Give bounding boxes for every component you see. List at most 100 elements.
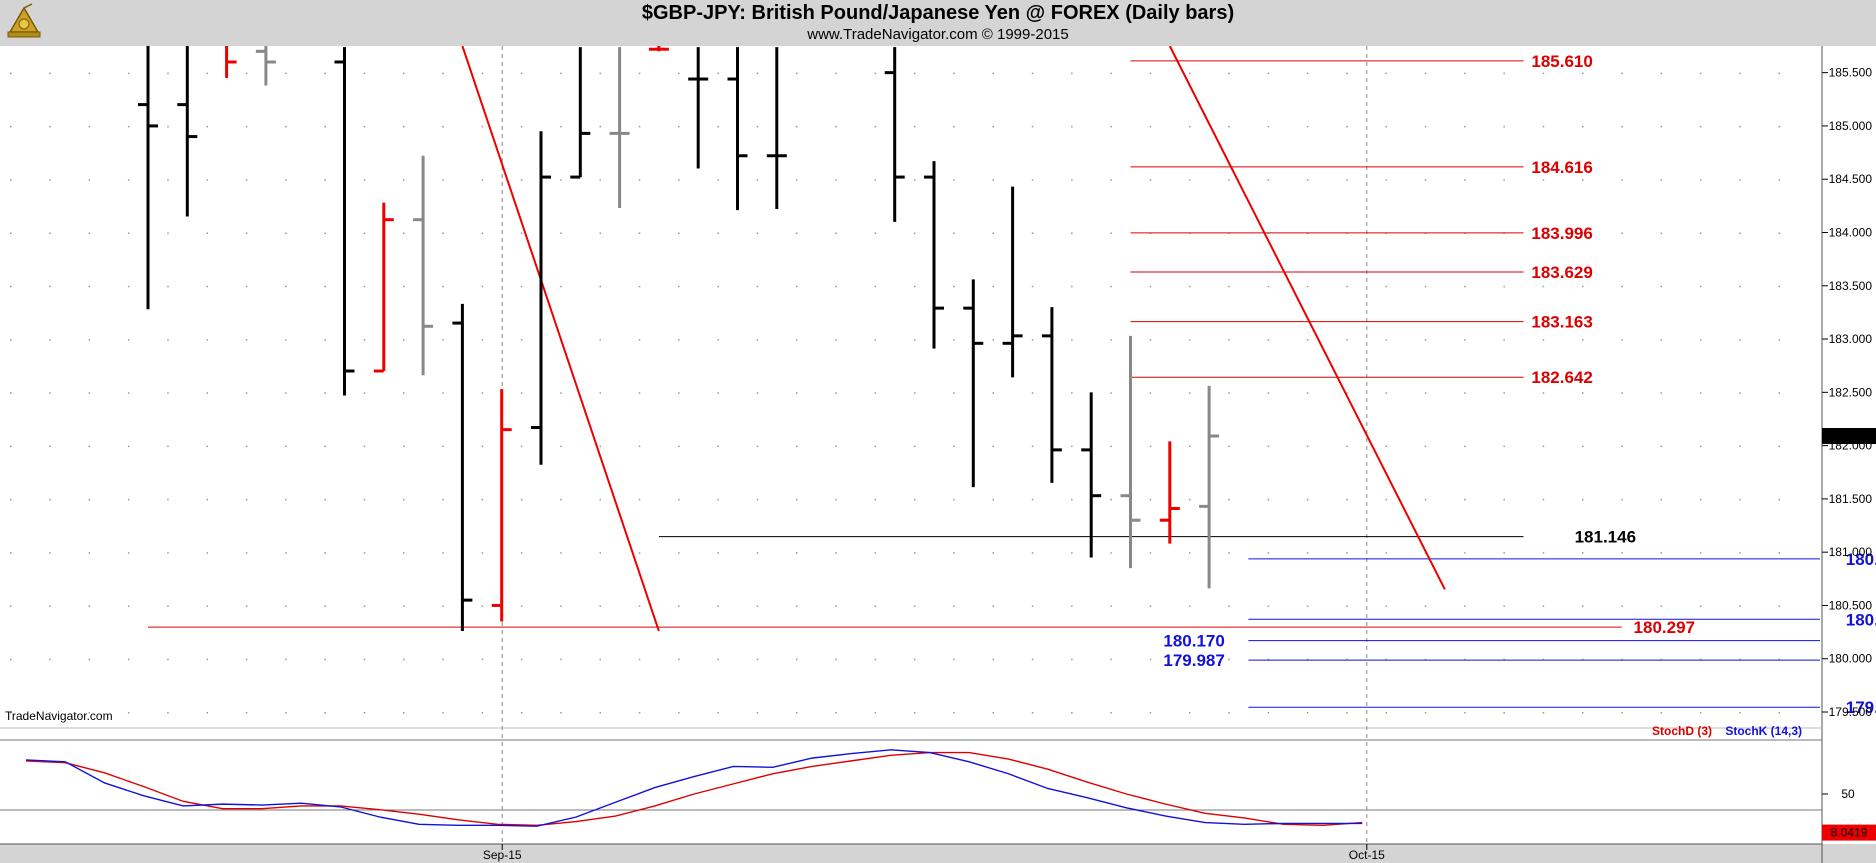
last-price-label: 182.090 — [1827, 429, 1871, 443]
grid-dot — [1071, 179, 1073, 181]
level-label: 182.642 — [1531, 368, 1592, 387]
grid-dot — [324, 339, 326, 341]
grid-dot — [1385, 125, 1387, 128]
grid-dot — [481, 232, 484, 234]
grid-dot — [1071, 232, 1073, 234]
grid-dot — [324, 658, 326, 661]
grid-dot — [1699, 125, 1702, 128]
grid-dot — [167, 605, 169, 607]
grid-dot — [717, 72, 719, 75]
grid-dot — [913, 445, 916, 448]
grid-dot — [1189, 605, 1191, 607]
grid-dot — [1071, 392, 1073, 394]
grid-dot — [796, 498, 798, 501]
grid-dot — [913, 125, 916, 128]
grid-dot — [206, 445, 208, 448]
grid-dot — [560, 232, 562, 234]
grid-dot — [167, 552, 169, 554]
grid-dot — [1267, 445, 1270, 448]
grid-dot — [88, 445, 91, 448]
grid-dot — [1071, 339, 1073, 341]
grid-dot — [1071, 605, 1073, 607]
grid-dot — [1267, 712, 1270, 714]
grid-dot — [1503, 179, 1505, 181]
grid-dot — [520, 498, 523, 501]
grid-dot — [324, 445, 326, 448]
grid-dot — [560, 445, 562, 448]
grid-dot — [599, 712, 601, 714]
grid-dot — [599, 72, 601, 75]
grid-dot — [913, 285, 916, 288]
grid-dot — [1267, 72, 1270, 75]
grid-dot — [324, 285, 326, 288]
grid-dot — [127, 72, 130, 75]
y-tick-label: 184.500 — [1829, 172, 1873, 186]
y-tick-label: 185.500 — [1829, 66, 1873, 80]
grid-dot — [1346, 445, 1348, 448]
grid-dot — [1110, 285, 1112, 288]
grid-dot — [1306, 125, 1309, 128]
grid-dot — [1621, 285, 1623, 288]
grid-dot — [796, 658, 798, 661]
grid-dot — [953, 552, 955, 554]
grid-dot — [638, 712, 641, 714]
grid-dot — [324, 392, 326, 394]
watermark: TradeNavigator.com — [5, 709, 113, 723]
grid-dot — [167, 232, 169, 234]
grid-dot — [1149, 179, 1152, 181]
grid-dot — [913, 339, 916, 341]
grid-dot — [442, 285, 444, 288]
grid-dot — [678, 285, 680, 288]
grid-dot — [1424, 179, 1427, 181]
grid-dot — [1739, 712, 1741, 714]
grid-dot — [363, 552, 366, 554]
grid-dot — [992, 285, 994, 288]
grid-dot — [10, 445, 12, 448]
grid-dot — [560, 392, 562, 394]
grid-dot — [245, 552, 248, 554]
grid-dot — [1660, 445, 1663, 448]
grid-dot — [1424, 498, 1427, 501]
grid-dot — [717, 125, 719, 128]
grid-dot — [1189, 712, 1191, 714]
grid-dot — [913, 605, 916, 607]
grid-dot — [1503, 339, 1505, 341]
grid-dot — [1385, 552, 1387, 554]
grid-dot — [481, 605, 484, 607]
indicator-panel-background — [0, 740, 1822, 844]
x-tick-label: Sep-15 — [483, 848, 522, 862]
grid-dot — [1464, 285, 1466, 288]
legend-stochd: StochD (3) — [1652, 724, 1712, 738]
last-price-tag — [1822, 428, 1876, 445]
grid-dot — [1542, 339, 1545, 341]
y-tick-label: 180.500 — [1829, 598, 1873, 612]
grid-dot — [1464, 498, 1466, 501]
grid-dot — [1699, 552, 1702, 554]
grid-dot — [1346, 339, 1348, 341]
grid-dot — [245, 179, 248, 181]
grid-dot — [1739, 232, 1741, 234]
grid-dot — [245, 658, 248, 661]
grid-dot — [835, 658, 837, 661]
grid-dot — [1503, 712, 1505, 714]
grid-dot — [678, 712, 680, 714]
grid-dot — [1189, 339, 1191, 341]
grid-dot — [324, 179, 326, 181]
grid-dot — [206, 552, 208, 554]
grid-dot — [717, 392, 719, 394]
grid-dot — [285, 232, 287, 234]
grid-dot — [678, 498, 680, 501]
grid-dot — [1385, 712, 1387, 714]
grid-dot — [1110, 179, 1112, 181]
grid-dot — [992, 658, 994, 661]
grid-dot — [10, 285, 12, 288]
grid-dot — [10, 232, 12, 234]
grid-dot — [796, 605, 798, 607]
grid-dot — [88, 232, 91, 234]
grid-dot — [1582, 498, 1584, 501]
grid-dot — [206, 605, 208, 607]
grid-dot — [835, 712, 837, 714]
grid-dot — [285, 179, 287, 181]
grid-dot — [1464, 658, 1466, 661]
grid-dot — [1306, 445, 1309, 448]
